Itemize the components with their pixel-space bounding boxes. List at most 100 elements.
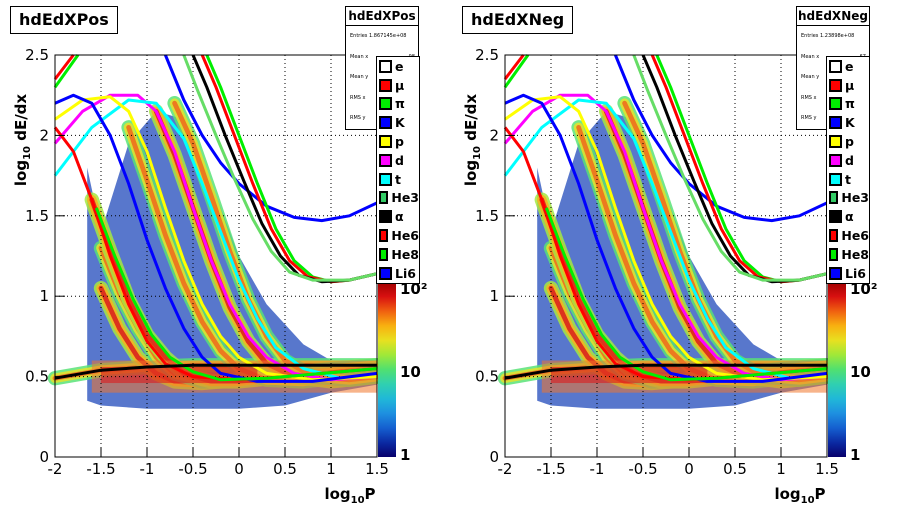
legend-label: K: [395, 115, 405, 131]
x-tick-label: -2: [498, 460, 513, 478]
y-tick-label: 0.5: [25, 368, 49, 386]
color-scale-label: 1: [400, 446, 410, 464]
legend-label: K: [845, 115, 855, 131]
legend-item: K: [827, 113, 869, 132]
legend-swatch: [379, 229, 389, 243]
color-scale-label: 10²: [850, 280, 877, 298]
x-tick-label: 0.5: [723, 460, 747, 478]
legend-label: μ: [395, 77, 405, 93]
legend-swatch: [379, 135, 392, 149]
legend-swatch: [379, 153, 392, 167]
legend-swatch: [829, 247, 839, 261]
curve-blue-upper: [164, 54, 378, 223]
legend-item: He6: [827, 226, 869, 245]
legend-item: He8: [827, 245, 869, 264]
stats-row-entries: Entries 1.23898e+08: [801, 33, 855, 39]
legend-item: e: [827, 57, 869, 76]
legend-label: Li6: [395, 265, 416, 281]
curve-electron: [504, 363, 827, 380]
legend-item: t: [827, 170, 869, 189]
legend-swatch: [829, 153, 842, 167]
legend-item: π: [377, 95, 419, 114]
x-tick-label: 0: [684, 460, 694, 478]
legend-label: He3: [841, 190, 869, 206]
plot-area: -2 -1.5 -1 -0.5 0 0.5 1 1.5 0 0.5 1 1.5 2 2.5: [475, 46, 839, 478]
chart-svg: -2 -1.5 -1 -0.5 0 0.5 1 1.5 0 0.5 1 1.5 2 2.5 log10P lo…: [462, 46, 877, 506]
color-scale-bar: [828, 282, 846, 457]
curve-red-left: [53, 54, 75, 81]
legend-swatch: [379, 97, 392, 111]
legend-label: π: [845, 96, 855, 112]
color-scale: 1 10 10²: [378, 280, 427, 464]
curve-mu-ish: [504, 93, 828, 383]
legend-swatch: [829, 266, 842, 280]
legend-item: t: [377, 170, 419, 189]
curve-p-ish: [504, 95, 828, 382]
legend-swatch: [379, 266, 392, 280]
legend-swatch: [379, 210, 392, 224]
y-tick-label: 2.5: [25, 46, 49, 64]
legend-swatch: [379, 172, 392, 186]
legend-item: He8: [377, 245, 419, 264]
x-tick-label: -0.5: [628, 460, 657, 478]
legend-item: He6: [377, 226, 419, 245]
color-scale: 1 10 10²: [828, 280, 877, 464]
x-tick-label: 1: [776, 460, 786, 478]
legend-label: d: [395, 152, 404, 168]
curve-green-left: [503, 54, 530, 89]
y-tick-label: 2.5: [475, 46, 499, 64]
legend-label: t: [845, 171, 851, 187]
x-tick-label: -1: [590, 460, 605, 478]
x-tick-label: -1: [140, 460, 155, 478]
legend-label: He6: [391, 228, 419, 244]
color-scale-label: 10²: [400, 280, 427, 298]
legend-item: p: [377, 132, 419, 151]
legend-label: He8: [841, 246, 869, 262]
y-tick-label: 0.5: [475, 368, 499, 386]
legend-label: He6: [841, 228, 869, 244]
stats-title: hdEdXNeg: [797, 7, 869, 26]
color-scale-label: 1: [850, 446, 860, 464]
legend-swatch: [829, 97, 842, 111]
y-axis-label: log10 dE/dx: [12, 94, 33, 187]
legend-item: He3: [377, 189, 419, 208]
legend-item: μ: [377, 76, 419, 95]
x-tick-label: -1.5: [86, 460, 115, 478]
x-axis-label: log10P: [774, 485, 825, 506]
legend-item: d: [377, 151, 419, 170]
legend-item: π: [827, 95, 869, 114]
legend-swatch: [829, 78, 842, 92]
legend-label: d: [845, 152, 854, 168]
chart-svg: -2 -1.5 -1 -0.5 0 0.5 1 1.5 0 0.5 1 1.5 2 2.5 log10P lo…: [12, 46, 427, 506]
legend-item: Li6: [377, 264, 419, 283]
legend-item: μ: [827, 76, 869, 95]
legend-swatch: [379, 247, 389, 261]
x-tick-label: -0.5: [178, 460, 207, 478]
stats-label: Mean y: [801, 74, 820, 80]
curves: [53, 54, 378, 383]
curve-green-left: [53, 54, 80, 89]
stats-row-entries: Entries 1.867145e+08: [350, 33, 407, 39]
legend-item: Li6: [827, 264, 869, 283]
legend-label: α: [395, 209, 404, 225]
y-tick-label: 2: [39, 126, 49, 144]
curve-blue-upper: [614, 54, 828, 223]
y-tick-label: 1.5: [475, 207, 499, 225]
x-tick-label: 1: [326, 460, 336, 478]
curve-K-ish: [53, 98, 378, 380]
legend-swatch: [829, 135, 842, 149]
curve-green-pale: [632, 54, 828, 282]
legend-swatch: [829, 229, 839, 243]
legend-label: He3: [391, 190, 419, 206]
legend-label: μ: [845, 77, 855, 93]
legend-label: e: [845, 58, 854, 74]
legend-item: d: [827, 151, 869, 170]
heatmap: [497, 96, 835, 409]
heatmap: [47, 96, 385, 409]
legend-swatch: [829, 172, 842, 186]
curve-red-left: [503, 54, 525, 81]
curve-green-pale: [182, 54, 378, 282]
dedx-neg-panel: -2 -1.5 -1 -0.5 0 0.5 1 1.5 0 0.5 1 1.5 2 2.5 log10P lo…: [450, 0, 900, 514]
color-scale-label: 10: [850, 363, 871, 381]
curve-K-ish: [503, 98, 828, 380]
